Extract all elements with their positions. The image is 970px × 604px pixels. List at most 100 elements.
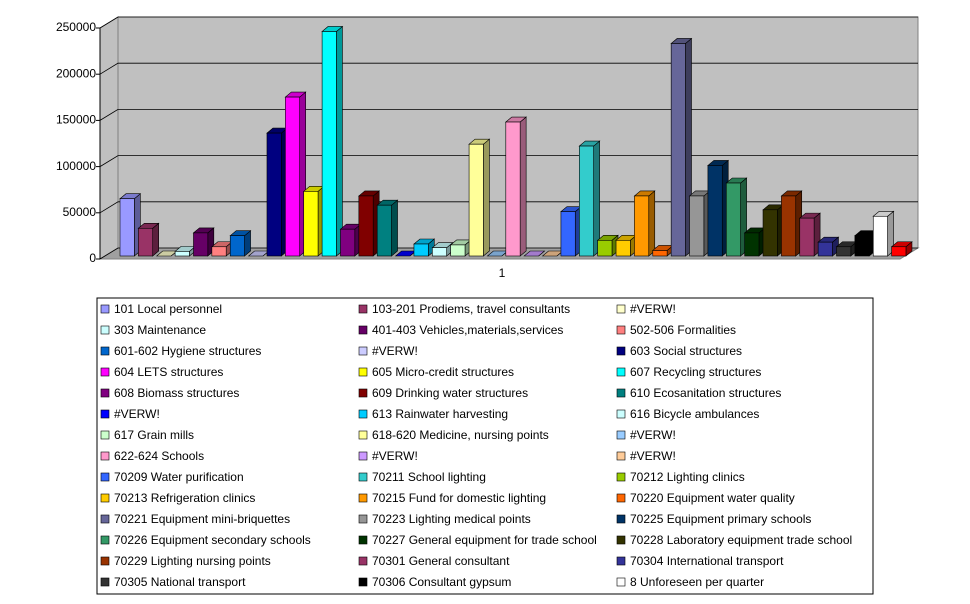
bar bbox=[762, 209, 778, 257]
legend-swatch bbox=[358, 367, 368, 377]
legend-label: 70223 Lighting medical points bbox=[372, 512, 531, 526]
legend-label: 70301 General consultant bbox=[372, 554, 510, 568]
legend-label: 607 Recycling structures bbox=[630, 365, 761, 379]
bar bbox=[229, 235, 245, 257]
bar bbox=[211, 246, 227, 257]
bar bbox=[670, 43, 686, 257]
legend-label: #VERW! bbox=[372, 449, 418, 463]
legend-swatch bbox=[100, 409, 110, 419]
legend-swatch bbox=[616, 304, 626, 314]
legend-swatch bbox=[100, 472, 110, 482]
bar-side bbox=[152, 222, 160, 257]
bar bbox=[376, 204, 392, 257]
legend-label: #VERW! bbox=[630, 428, 676, 442]
legend-swatch bbox=[358, 493, 368, 503]
legend-swatch bbox=[616, 472, 626, 482]
legend-swatch bbox=[100, 367, 110, 377]
y-tick-label: 200000 bbox=[56, 66, 96, 80]
legend-label: 70306 Consultant gypsum bbox=[372, 575, 511, 589]
legend-swatch bbox=[358, 430, 368, 440]
legend-label: 70225 Equipment primary schools bbox=[630, 512, 811, 526]
legend-swatch bbox=[616, 367, 626, 377]
legend-label: 70213 Refrigeration clinics bbox=[114, 491, 255, 505]
bar-side bbox=[593, 140, 600, 257]
legend-swatch bbox=[616, 493, 626, 503]
y-tick-label: 100000 bbox=[56, 159, 96, 173]
legend-label: 70215 Fund for domestic lighting bbox=[372, 491, 546, 505]
legend-label: 103-201 Prodiems, travel consultants bbox=[372, 302, 570, 316]
legend-label: 70212 Lighting clinics bbox=[630, 470, 745, 484]
bar bbox=[725, 182, 741, 257]
legend-swatch bbox=[616, 577, 626, 587]
legend-swatch bbox=[358, 346, 368, 356]
bar bbox=[579, 145, 594, 257]
bar-side bbox=[336, 25, 343, 257]
bar bbox=[321, 31, 337, 257]
legend-swatch bbox=[100, 493, 110, 503]
legend-label: 617 Grain mills bbox=[114, 428, 194, 442]
legend-label: 70229 Lighting nursing points bbox=[114, 554, 271, 568]
legend-swatch bbox=[358, 304, 368, 314]
legend-swatch bbox=[358, 451, 368, 461]
legend-label: 303 Maintenance bbox=[114, 323, 206, 337]
bar bbox=[891, 246, 907, 257]
legend-swatch bbox=[616, 430, 626, 440]
legend-swatch bbox=[100, 535, 110, 545]
bar bbox=[781, 195, 797, 257]
legend-swatch bbox=[616, 346, 626, 356]
bar bbox=[505, 121, 521, 257]
grid-line bbox=[99, 16, 918, 29]
legend-swatch bbox=[100, 451, 110, 461]
bar-side bbox=[483, 138, 490, 257]
bar-side bbox=[648, 190, 656, 257]
bar bbox=[744, 232, 760, 257]
bar-side bbox=[391, 199, 398, 257]
grid-line bbox=[99, 155, 918, 167]
bar bbox=[560, 211, 576, 257]
legend-label: 502-506 Formalities bbox=[630, 323, 736, 337]
bar bbox=[340, 228, 356, 257]
y-tick-label: 0 bbox=[89, 251, 96, 265]
bar bbox=[450, 244, 466, 257]
legend-label: 401-403 Vehicles,materials,services bbox=[372, 323, 563, 337]
legend-label: 70221 Equipment mini-briquettes bbox=[114, 512, 290, 526]
legend-swatch bbox=[358, 388, 368, 398]
bar bbox=[689, 195, 705, 257]
legend-swatch bbox=[100, 304, 110, 314]
legend-label: #VERW! bbox=[630, 302, 676, 316]
legend-swatch bbox=[100, 577, 110, 587]
bar bbox=[652, 250, 668, 257]
legend-swatch bbox=[100, 388, 110, 398]
bar bbox=[597, 239, 613, 257]
legend-swatch bbox=[100, 514, 110, 524]
legend-label: 70226 Equipment secondary schools bbox=[114, 533, 311, 547]
legend-label: 601-602 Hygiene structures bbox=[114, 344, 261, 358]
legend-swatch bbox=[358, 514, 368, 524]
bar bbox=[634, 195, 650, 257]
legend-swatch bbox=[616, 388, 626, 398]
bar bbox=[358, 195, 374, 257]
legend-swatch bbox=[616, 535, 626, 545]
legend-label: 70228 Laboratory equipment trade school bbox=[630, 533, 852, 547]
legend-label: 608 Biomass structures bbox=[114, 386, 239, 400]
legend-swatch bbox=[358, 556, 368, 566]
bar bbox=[193, 232, 209, 257]
legend-label: 8 Unforeseen per quarter bbox=[630, 575, 764, 589]
legend-label: 604 LETS structures bbox=[114, 365, 223, 379]
bar bbox=[303, 191, 319, 257]
legend-swatch bbox=[358, 325, 368, 335]
legend-swatch bbox=[616, 514, 626, 524]
grid-line bbox=[99, 62, 918, 75]
bar-side bbox=[519, 116, 527, 257]
bar bbox=[799, 217, 815, 257]
legend-swatch bbox=[358, 409, 368, 419]
legend-box bbox=[96, 297, 874, 595]
y-tick-label: 150000 bbox=[56, 113, 96, 127]
legend-label: 101 Local personnel bbox=[114, 302, 222, 316]
bar bbox=[266, 132, 282, 257]
legend-label: 70304 International transport bbox=[630, 554, 784, 568]
legend-swatch bbox=[358, 577, 368, 587]
legend-label: #VERW! bbox=[630, 449, 676, 463]
